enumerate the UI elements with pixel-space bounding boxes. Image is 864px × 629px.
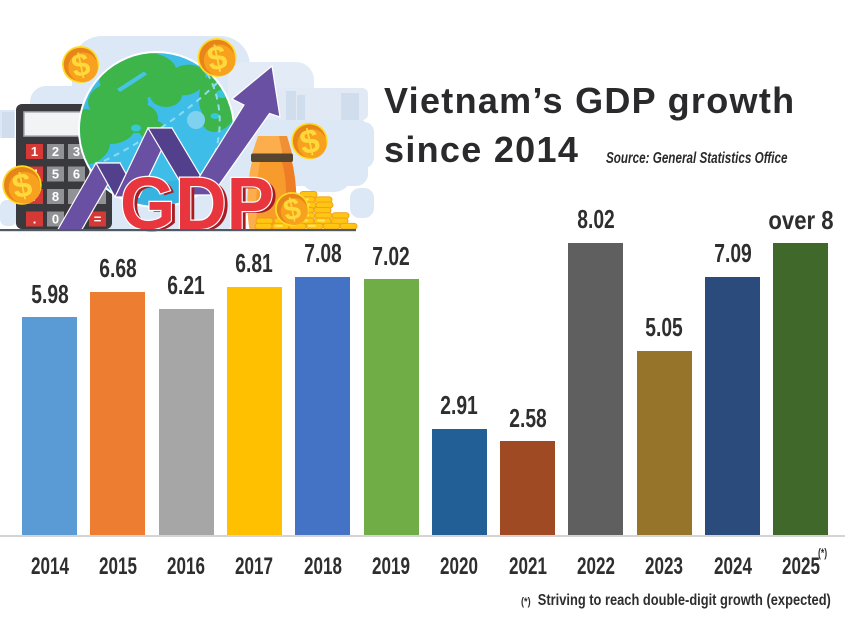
- svg-text:3: 3: [73, 144, 80, 159]
- svg-text:5: 5: [52, 167, 59, 182]
- svg-text:2: 2: [52, 144, 59, 159]
- svg-text:GDP: GDP: [124, 164, 278, 233]
- svg-text:0: 0: [52, 212, 59, 227]
- svg-text:.: .: [33, 212, 37, 227]
- svg-text:6: 6: [73, 167, 80, 182]
- svg-text:8: 8: [52, 189, 59, 204]
- svg-text:1: 1: [31, 144, 38, 159]
- svg-text:GDP: GDP: [120, 162, 274, 233]
- svg-text:$: $: [281, 192, 304, 228]
- svg-text:=: =: [94, 212, 102, 227]
